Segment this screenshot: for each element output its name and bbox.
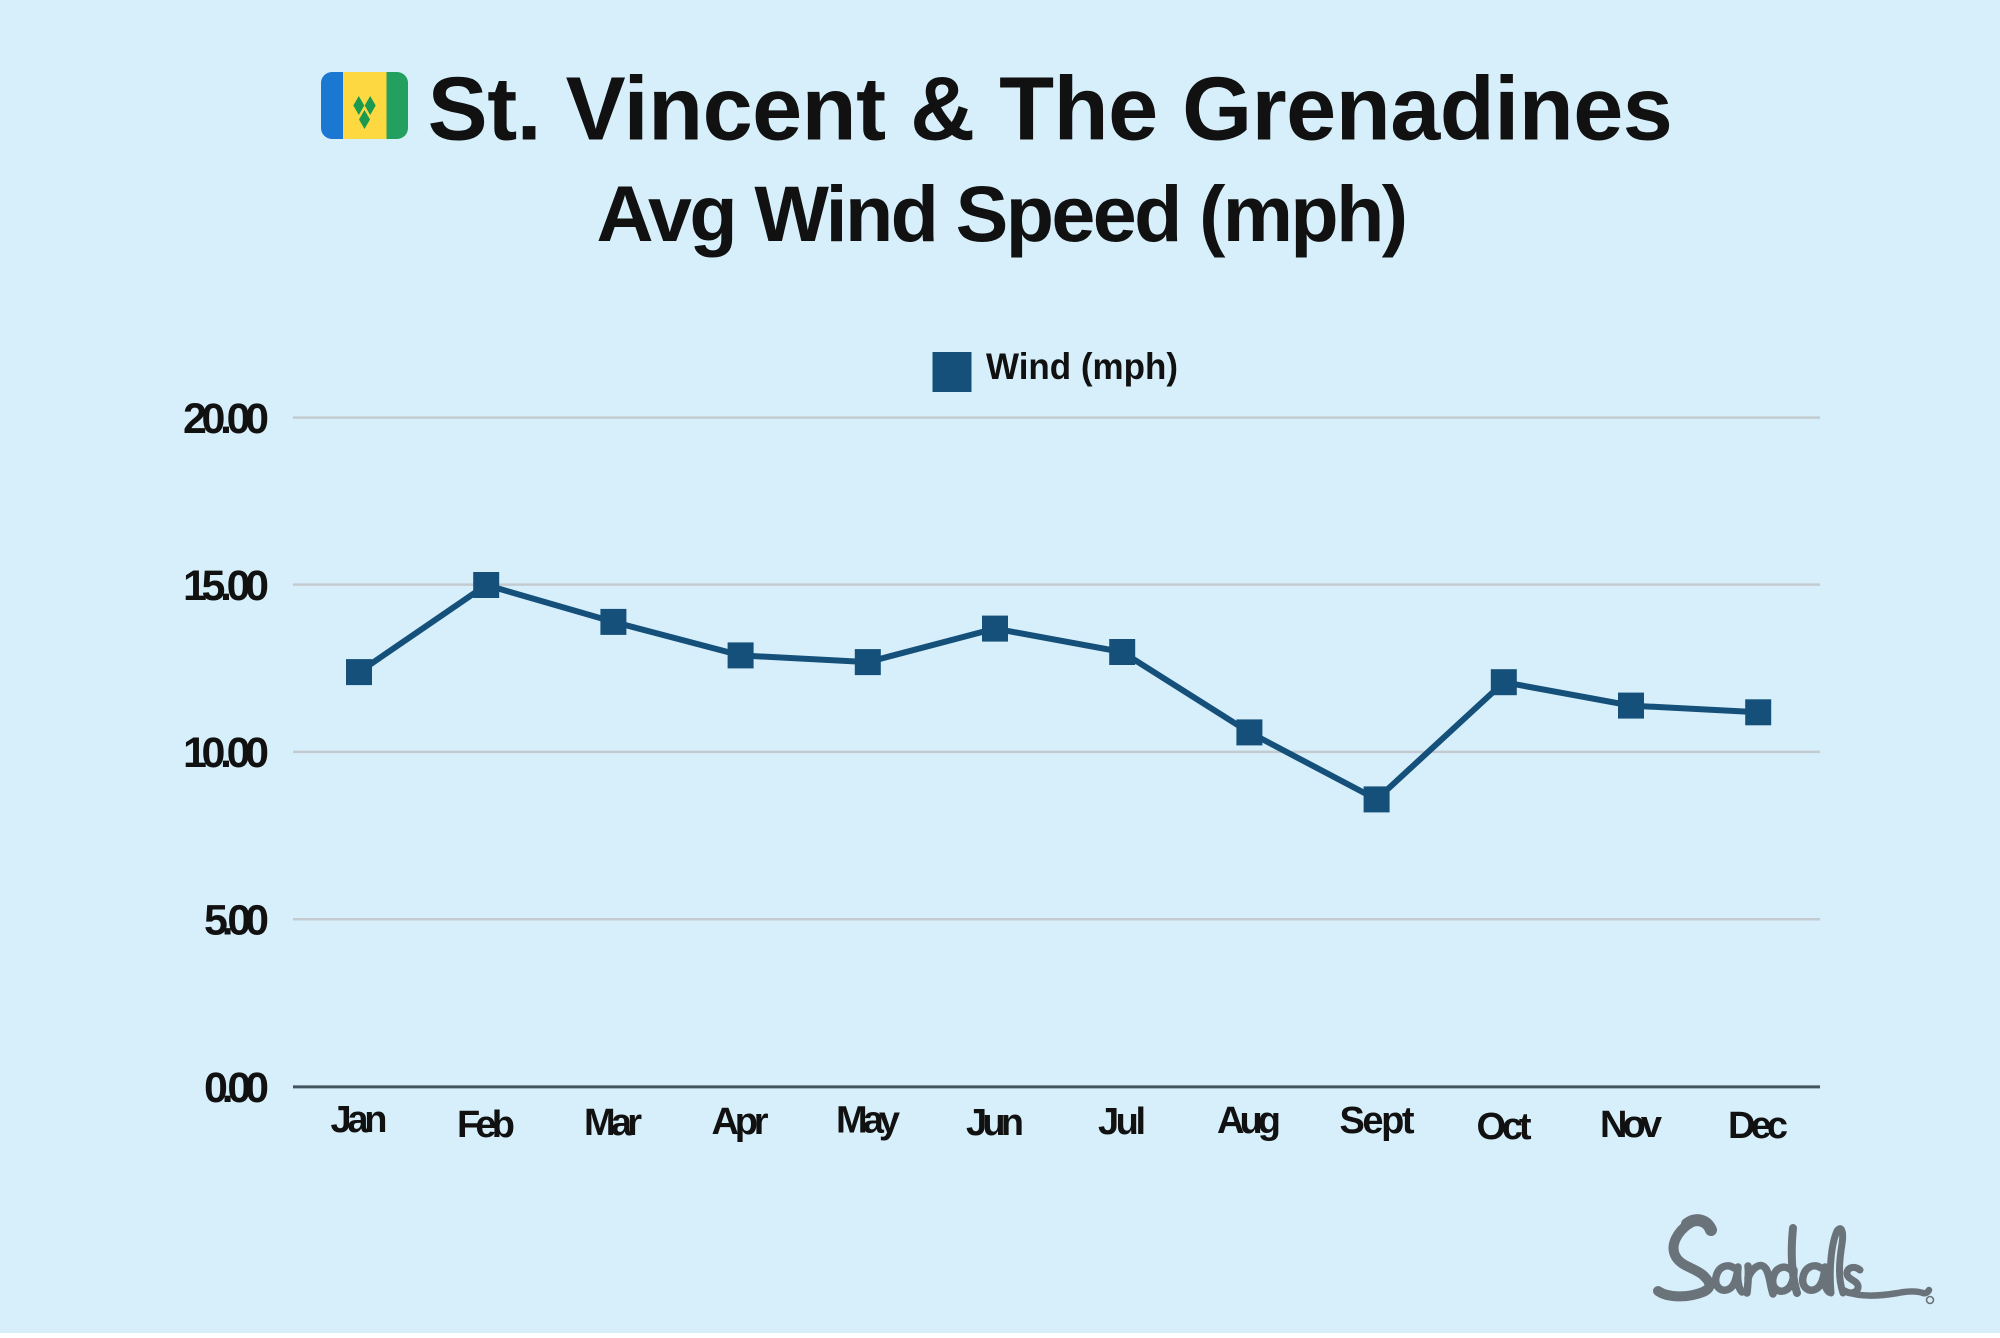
svg-text:5.00: 5.00 bbox=[204, 896, 269, 944]
svg-text:Oct: Oct bbox=[1477, 1106, 1532, 1148]
svg-text:Jun: Jun bbox=[966, 1102, 1024, 1144]
svg-text:May: May bbox=[836, 1100, 900, 1142]
svg-text:St. Vincent & The Grenadines: St. Vincent & The Grenadines bbox=[428, 60, 1673, 160]
svg-text:Avg Wind Speed (mph): Avg Wind Speed (mph) bbox=[597, 169, 1406, 258]
svg-text:Jul: Jul bbox=[1098, 1101, 1146, 1143]
svg-text:Wind (mph): Wind (mph) bbox=[986, 346, 1178, 387]
svg-text:Apr: Apr bbox=[712, 1101, 769, 1143]
svg-text:Sept: Sept bbox=[1340, 1100, 1415, 1142]
svg-text:Nov: Nov bbox=[1600, 1104, 1662, 1146]
svg-text:Aug: Aug bbox=[1217, 1100, 1281, 1142]
svg-text:Feb: Feb bbox=[457, 1104, 515, 1146]
svg-text:Mar: Mar bbox=[584, 1102, 642, 1144]
svg-text:0.00: 0.00 bbox=[204, 1064, 269, 1112]
svg-text:20.00: 20.00 bbox=[183, 395, 269, 443]
svg-text:10.00: 10.00 bbox=[183, 729, 269, 777]
svg-text:15.00: 15.00 bbox=[183, 562, 269, 610]
svg-text:Dec: Dec bbox=[1728, 1105, 1788, 1147]
svg-text:Jan: Jan bbox=[331, 1099, 388, 1141]
